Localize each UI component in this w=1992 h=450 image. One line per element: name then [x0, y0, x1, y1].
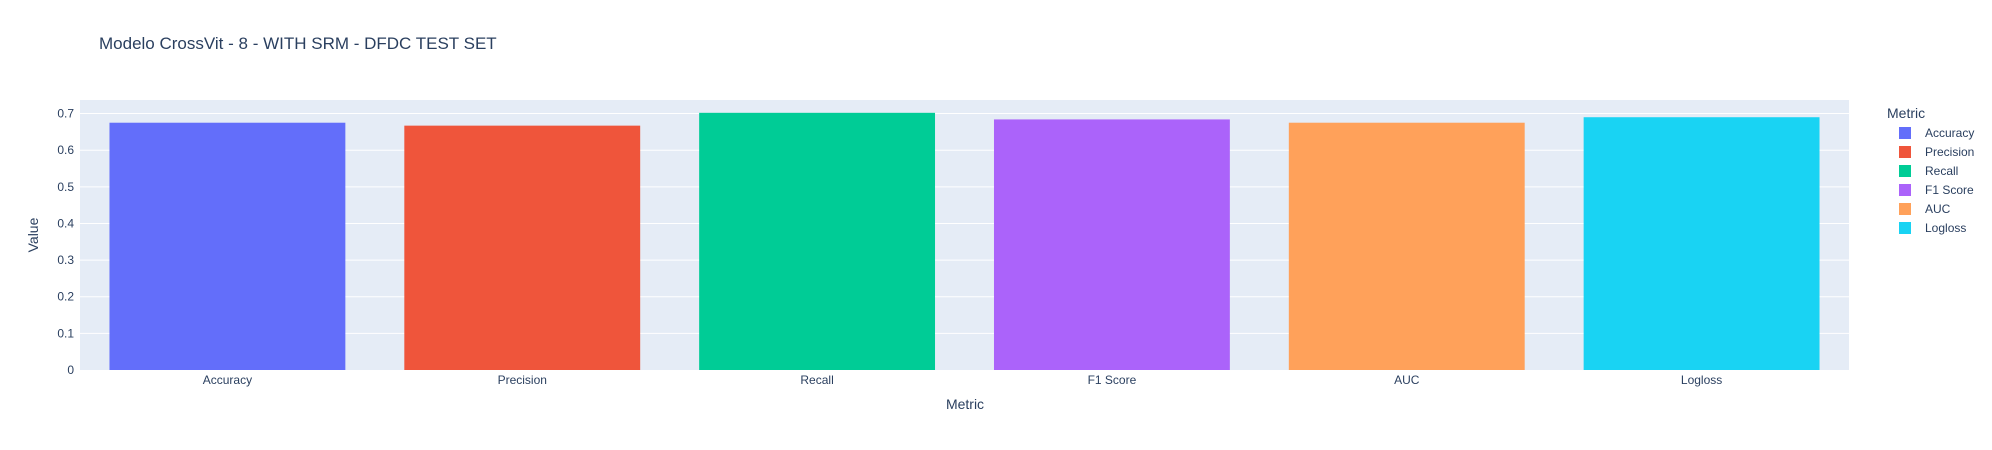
x-tick-label: Logloss — [1681, 373, 1722, 387]
x-tick-label: AUC — [1394, 373, 1420, 387]
y-axis-ticks: 0 0.1 0.2 0.3 0.4 0.5 0.6 0.7 — [57, 107, 74, 377]
bar-logloss[interactable] — [1583, 117, 1820, 371]
y-tick-label: 0.1 — [57, 326, 74, 340]
y-tick-label: 0.7 — [57, 107, 74, 121]
x-axis-title: Metric — [946, 396, 984, 412]
legend[interactable]: Metric Accuracy Precision Recall F1 Score AU… — [1887, 105, 1974, 235]
legend-label: Logloss — [1925, 221, 1966, 235]
chart-title: Modelo CrossVit - 8 - WITH SRM - DFDC TE… — [99, 34, 497, 53]
legend-label: Precision — [1925, 145, 1974, 159]
legend-label: F1 Score — [1925, 183, 1974, 197]
legend-item-recall[interactable]: Recall — [1899, 164, 1958, 178]
y-tick-label: 0 — [67, 363, 74, 377]
legend-swatch — [1899, 165, 1911, 177]
bar-recall[interactable] — [699, 112, 936, 370]
bar-precision[interactable] — [404, 125, 641, 371]
legend-item-auc[interactable]: AUC — [1899, 202, 1951, 216]
y-tick-label: 0.4 — [57, 216, 74, 230]
legend-label: AUC — [1925, 202, 1951, 216]
y-tick-label: 0.5 — [57, 180, 74, 194]
bar-accuracy[interactable] — [109, 122, 346, 370]
legend-item-accuracy[interactable]: Accuracy — [1899, 126, 1974, 140]
legend-swatch — [1899, 127, 1911, 139]
plot-area — [80, 100, 1849, 370]
y-tick-label: 0.2 — [57, 290, 74, 304]
x-tick-label: F1 Score — [1088, 373, 1137, 387]
legend-item-precision[interactable]: Precision — [1899, 145, 1974, 159]
gridlines — [80, 113, 1849, 334]
y-tick-label: 0.3 — [57, 253, 74, 267]
legend-item-f1-score[interactable]: F1 Score — [1899, 183, 1974, 197]
bars — [109, 112, 1820, 371]
bar-auc[interactable] — [1288, 122, 1525, 370]
legend-item-logloss[interactable]: Logloss — [1899, 221, 1966, 235]
legend-swatch — [1899, 222, 1911, 234]
bar-f1-score[interactable] — [993, 119, 1230, 370]
legend-label: Accuracy — [1925, 126, 1974, 140]
y-axis-title: Value — [25, 217, 41, 252]
x-tick-label: Accuracy — [203, 373, 252, 387]
x-tick-label: Recall — [800, 373, 833, 387]
legend-swatch — [1899, 146, 1911, 158]
x-tick-label: Precision — [498, 373, 547, 387]
legend-title: Metric — [1887, 105, 1925, 121]
legend-swatch — [1899, 184, 1911, 196]
legend-swatch — [1899, 203, 1911, 215]
x-axis-ticks: Accuracy Precision Recall F1 Score AUC Loglos… — [203, 373, 1723, 387]
y-tick-label: 0.6 — [57, 143, 74, 157]
legend-label: Recall — [1925, 164, 1958, 178]
